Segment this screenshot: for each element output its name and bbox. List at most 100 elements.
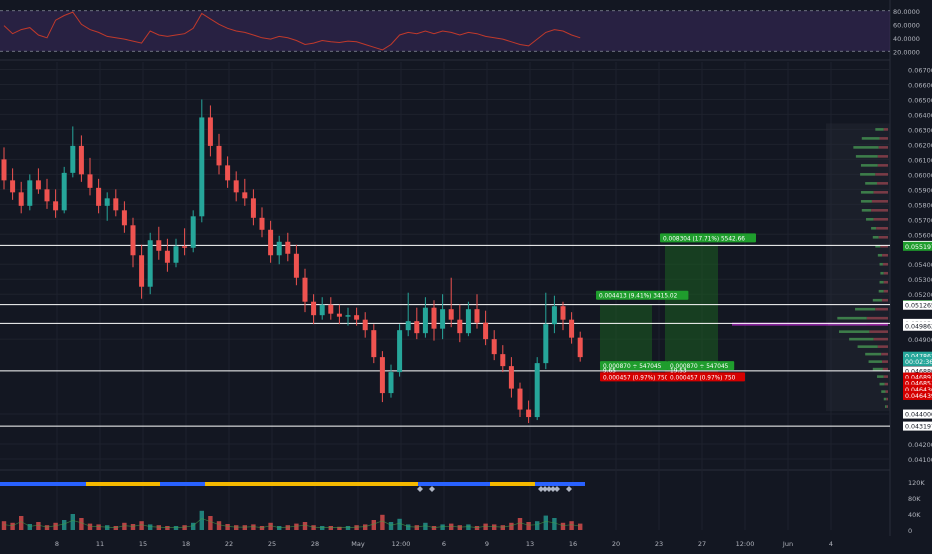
volume-bar (578, 523, 583, 530)
time-tick-label: 6 (442, 540, 446, 548)
candle-body (250, 198, 256, 218)
volume-bar (552, 518, 557, 530)
price-tick-label: 0.060000 (908, 171, 932, 179)
volume-profile-down-bar (884, 382, 888, 386)
volume-bar (526, 522, 531, 530)
candle-body (440, 309, 446, 329)
price-axis-label-box (903, 378, 932, 388)
candle-body (10, 180, 16, 193)
volume-profile-up-bar (877, 375, 884, 378)
price-axis-label: 0.049862 (905, 324, 932, 331)
price-axis-label-box (903, 421, 932, 431)
candle-body (336, 313, 342, 317)
time-tick-label: 4 (829, 540, 833, 548)
volume-bar (277, 526, 282, 530)
signal-marker (550, 486, 556, 492)
volume-profile-up-bar (855, 155, 878, 158)
session-strip-segment (535, 482, 585, 486)
signal-marker (417, 486, 423, 492)
volume-bar (311, 525, 316, 530)
position-label-box (600, 372, 678, 382)
volume-tick-label: 80K (908, 495, 921, 503)
price-axis-label: 00:02:36 (905, 359, 932, 366)
position-label-text: 9.65 (603, 369, 616, 375)
price-tick-label: 0.057000 (908, 216, 932, 224)
volume-profile-down-bar (882, 253, 888, 257)
time-tick-label: 11 (96, 540, 104, 548)
session-strip-segment (490, 482, 535, 486)
volume-profile-down-bar (878, 235, 888, 239)
volume-profile-up-bar (860, 191, 874, 194)
signal-marker (429, 486, 435, 492)
position-label-box (667, 372, 745, 382)
volume-bar (96, 524, 101, 530)
candle-body (311, 301, 317, 316)
candle-body (156, 240, 162, 251)
volume-bar (509, 522, 514, 530)
candle-body (182, 246, 188, 248)
price-tick-label: 0.066000 (908, 81, 932, 89)
volume-bar (440, 524, 445, 530)
candle-body (87, 174, 93, 188)
volume-profile-down-bar (877, 345, 888, 348)
candle-body (319, 304, 325, 316)
candle-body (422, 307, 428, 334)
volume-bar (371, 520, 376, 530)
volume-profile-up-bar (837, 316, 867, 320)
volume-ma-line (3, 518, 581, 528)
volume-bar (70, 514, 75, 530)
price-axis-label-box (903, 321, 932, 331)
candle-body (216, 145, 222, 166)
volume-profile-up-bar (855, 307, 876, 311)
candle-body (500, 354, 506, 367)
position-label-text: 19.53 (670, 369, 687, 375)
candle-body (388, 372, 394, 394)
volume-profile-up-bar (879, 262, 883, 266)
candle-body (483, 322, 489, 340)
volume-profile-window (826, 123, 890, 412)
volume-profile-up-bar (849, 337, 874, 341)
volume-profile-up-bar (885, 405, 887, 408)
candle-body (233, 180, 239, 193)
volume-bar (53, 522, 58, 530)
volume-profile-up-bar (868, 360, 883, 363)
candle-body (508, 366, 514, 389)
candle-body (465, 309, 471, 334)
time-tick-label: 22 (225, 540, 233, 548)
volume-bar (105, 525, 110, 530)
volume-profile-down-bar (871, 200, 888, 203)
volume-bar (345, 526, 351, 530)
candle-body (18, 192, 24, 206)
volume-profile-down-bar (882, 367, 888, 371)
volume-profile-up-bar (872, 367, 883, 371)
volume-profile-up-bar (872, 298, 883, 302)
signal-marker (554, 486, 560, 492)
price-tick-label: 0.065000 (908, 96, 932, 104)
position-label-text: 0.004413 (9.41%) 3415.02 (599, 294, 678, 300)
volume-bar (363, 524, 368, 530)
candle-body (61, 172, 67, 211)
volume-profile-down-bar (883, 280, 888, 284)
volume-tick-label: 120K (908, 479, 925, 487)
price-axis-label-box (903, 356, 932, 366)
candle-body (53, 201, 59, 211)
time-tick-label: 20 (612, 540, 620, 548)
price-tick-label: 0.058000 (908, 201, 932, 209)
candle-body (173, 246, 179, 263)
price-axis-label: 0.046893 (905, 375, 932, 382)
price-tick-label: 0.042000 (908, 441, 932, 449)
volume-profile-down-bar (871, 209, 888, 212)
volume-bar (122, 522, 127, 530)
rsi-tick-label: 60.0000 (893, 21, 920, 29)
time-tick-label: 9 (485, 540, 489, 548)
candle-body (190, 216, 196, 248)
volume-bar (388, 522, 394, 530)
candle-body (113, 198, 119, 211)
time-tick-label: 23 (655, 540, 663, 548)
volume-bar (208, 516, 213, 530)
price-axis-label: 0.046853 (905, 381, 932, 388)
price-tick-label: 0.041000 (908, 456, 932, 464)
